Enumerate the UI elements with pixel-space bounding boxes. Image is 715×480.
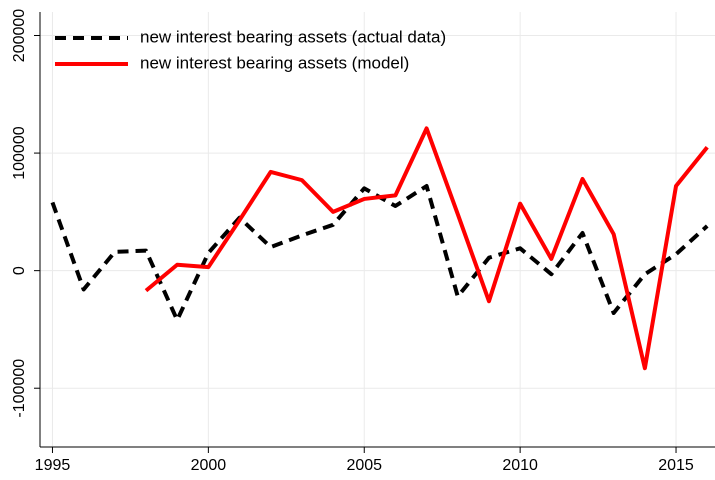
legend-label: new interest bearing assets (model) xyxy=(140,53,409,72)
x-tick-label: 2010 xyxy=(502,457,538,474)
y-tick-label: 200000 xyxy=(11,9,28,62)
y-tick-label: 0 xyxy=(11,266,28,275)
series-line xyxy=(144,126,709,371)
y-tick-label: 100000 xyxy=(11,126,28,179)
x-tick-label: 1995 xyxy=(35,457,71,474)
x-tick-label: 2000 xyxy=(191,457,227,474)
series-line xyxy=(50,184,709,323)
y-tick-label: -100000 xyxy=(11,359,28,418)
legend-label: new interest bearing assets (actual data… xyxy=(140,27,446,46)
x-tick-label: 2015 xyxy=(658,457,694,474)
x-tick-label: 2005 xyxy=(346,457,382,474)
